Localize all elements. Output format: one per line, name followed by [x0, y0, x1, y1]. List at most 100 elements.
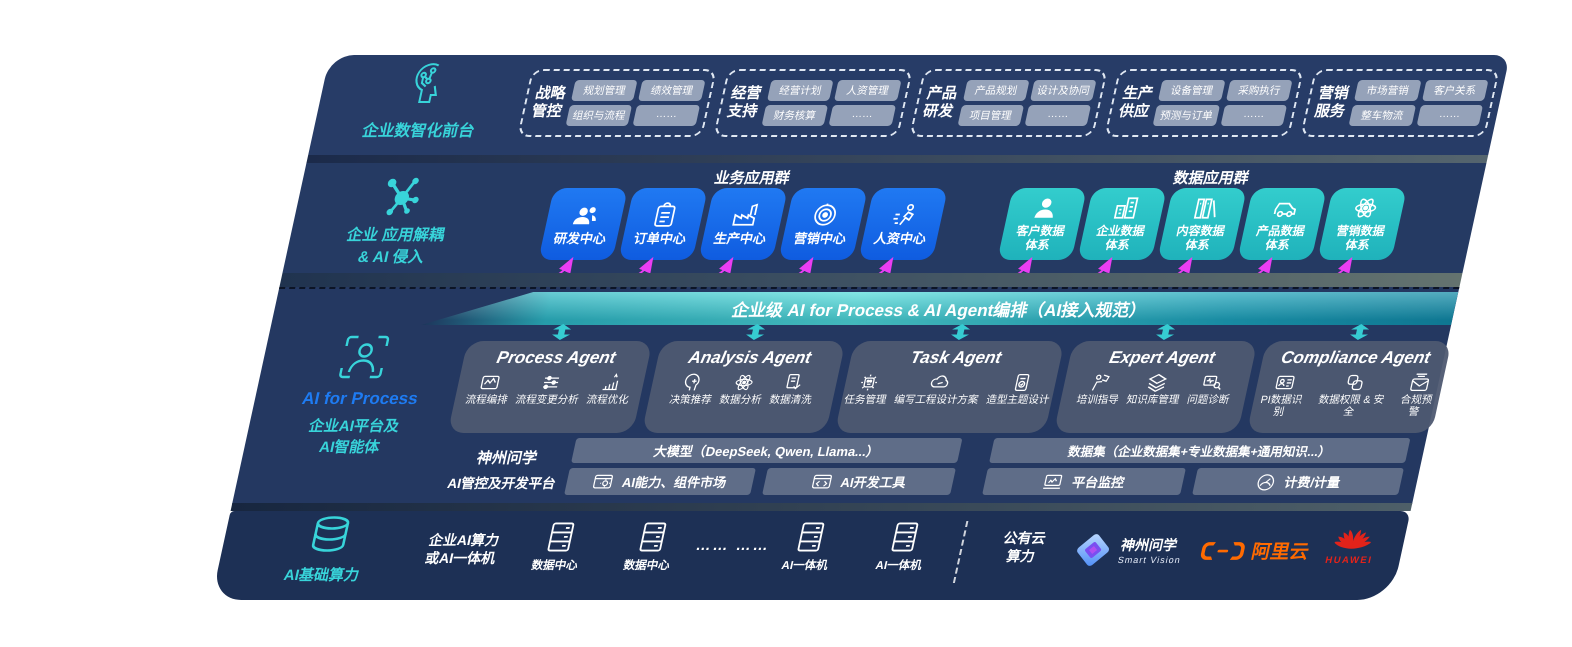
huawei-flower-icon	[1334, 529, 1372, 549]
agent-card-compliance: Compliance Agent PI数据识别 数据权限 & 安全 合规预警	[1247, 341, 1452, 433]
front-group-chip: ……	[632, 105, 700, 126]
clipboard-icon	[654, 201, 676, 227]
datacenter-node: 数据中心	[615, 521, 686, 573]
front-group-chip: 财务核算	[761, 105, 829, 126]
devtool-bar: AI开发工具	[762, 468, 956, 495]
cloud-edit-icon	[930, 375, 949, 388]
billing-bar: 计费/计量	[1192, 468, 1404, 495]
model-bar: 大模型（DeepSeek, Qwen, Llama...）	[571, 438, 963, 463]
brain-circuit-icon	[415, 63, 440, 103]
bus-agent-arrows	[552, 324, 1370, 340]
agent-item: 培训指导	[1075, 372, 1125, 407]
ai-bus-bar: 企业级 AI for Process & AI Agent编排（AI接入规范）	[421, 292, 1458, 325]
tile-order-center: 订单中心	[618, 188, 709, 260]
id-card-icon	[1275, 375, 1295, 390]
data-apps-header: 数据应用群	[1171, 170, 1251, 187]
ai-appliance-node: AI一体机	[867, 521, 938, 573]
sliders-icon	[542, 375, 559, 390]
alert-mail-icon	[1410, 373, 1430, 392]
target-icon	[814, 203, 837, 226]
front-group-chip: ……	[828, 105, 896, 126]
tile-product-data: 产品数据 体系	[1237, 188, 1328, 260]
monitor-icon	[1043, 474, 1063, 489]
front-group-chip: 人资管理	[834, 80, 902, 101]
person-scan-icon	[339, 335, 390, 379]
front-group-title: 战略 管控	[529, 85, 568, 120]
aiprocess-label-en: AI for Process	[300, 389, 420, 408]
agent-item: 合规预警	[1392, 372, 1443, 418]
infra-layer-band: AI基础算力 企业AI算力 或AI一体机 数据中心 数据中心 …… …… AI一…	[211, 511, 1411, 600]
front-group-title: 生产 供应	[1117, 85, 1155, 120]
compute-label: 企业AI算力 或AI一体机	[423, 532, 501, 567]
building-icon	[1113, 197, 1139, 219]
atom-icon	[1355, 198, 1377, 218]
front-group-chip: 市场营销	[1354, 80, 1422, 101]
agent-item: 问题诊断	[1186, 372, 1236, 407]
front-group-chip: 采购执行	[1225, 80, 1293, 101]
agent-item: 决策推荐	[668, 372, 718, 407]
smartvision-logo: 神州问学 Smart Vision	[1070, 531, 1187, 569]
front-group-chip: 经营计划	[766, 80, 834, 101]
app-gear-icon	[593, 474, 614, 488]
app-code-icon	[812, 474, 833, 488]
agent-item: 知识库管理	[1125, 372, 1185, 407]
user-icon	[1034, 198, 1053, 218]
molecule-icon	[386, 177, 419, 216]
tile-marketing-data: 营销数据 体系	[1317, 188, 1408, 260]
agent-card-task: Task Agent 任务管理 编写工程设计方案	[834, 341, 1065, 433]
aliyun-bracket-icon	[1201, 541, 1245, 560]
team-icon	[572, 206, 596, 224]
infra-divider	[952, 521, 969, 583]
database-icon	[311, 516, 350, 552]
front-group-chip: 客户关系	[1421, 80, 1489, 101]
capability-bar: AI能力、组件市场	[564, 468, 756, 495]
front-group-chip: 产品规划	[962, 80, 1030, 101]
factory-icon	[732, 202, 759, 226]
ai-appliance-node: AI一体机	[773, 521, 844, 573]
front-group-supply: 生产 供应 设备管理 采购执行 预测与订单 ……	[1104, 69, 1305, 137]
front-group-chip: ……	[1024, 105, 1092, 126]
aiprocess-label-line2: AI智能体	[317, 439, 382, 456]
agent-item: 任务管理	[843, 372, 893, 407]
agents-row: Process Agent 流程编排 流程变更分析 流程优化	[447, 341, 1452, 433]
front-groups-row: 战略 管控 规划管理 绩效管理 组织与流程 …… 经营 支持 经营计划 人资管理…	[517, 69, 1500, 137]
tile-rd-center: 研发中心	[538, 188, 629, 260]
platform-label: 神州问学 AI管控及开发平台	[445, 450, 558, 491]
tile-production-center: 生产中心	[698, 188, 789, 260]
agent-item: 流程编排	[464, 372, 514, 407]
business-apps-header: 业务应用群	[712, 170, 792, 187]
front-group-marketing: 营销 服务 市场营销 客户关系 整车物流 ……	[1300, 69, 1500, 137]
tile-content-data: 内容数据 体系	[1157, 188, 1248, 260]
front-group-chip: 规划管理	[570, 80, 638, 101]
layers-icon	[1147, 373, 1167, 393]
agent-card-expert: Expert Agent 培训指导 知识库管理 问题诊断	[1053, 341, 1259, 433]
gauge-icon	[1257, 473, 1274, 491]
infra-label: AI基础算力	[282, 567, 361, 584]
server-icon	[547, 522, 575, 552]
architecture-panel: 企业数智化前台 战略 管控 规划管理 绩效管理 组织与流程 …… 经营 支持	[211, 55, 1510, 600]
front-group-chip: 项目管理	[957, 105, 1025, 126]
server-icon	[891, 522, 919, 552]
smartvision-diamond-icon	[1077, 534, 1110, 566]
front-group-chip: 组织与流程	[565, 105, 633, 126]
front-group-strategy: 战略 管控 规划管理 绩效管理 组织与流程 ……	[517, 69, 717, 137]
apps-layer-label-line1: 企业 应用解耦	[345, 227, 447, 244]
agent-item: 数据清洗	[768, 372, 818, 407]
huawei-logo: HUAWEI	[1313, 523, 1392, 566]
agent-item: 流程优化	[585, 372, 635, 407]
front-group-product: 产品 研发 产品规划 设计及协同 项目管理 ……	[908, 69, 1109, 137]
permission-icon	[1347, 374, 1363, 391]
ellipsis-nodes: …… ……	[694, 537, 772, 554]
monitor-bar: 平台监控	[982, 468, 1186, 495]
infra-label-block: AI基础算力	[244, 515, 409, 585]
datacenter-node: 数据中心	[523, 521, 594, 573]
layer-seam	[230, 503, 1413, 511]
design-check-icon	[1014, 373, 1029, 392]
front-group-chip: 设计及协同	[1029, 80, 1097, 101]
layer-seam	[279, 273, 1463, 287]
front-group-chip: ……	[1220, 105, 1288, 126]
front-group-chip: 绩效管理	[638, 80, 706, 101]
front-layer-label: 企业数智化前台	[360, 123, 477, 140]
training-icon	[1092, 374, 1111, 391]
